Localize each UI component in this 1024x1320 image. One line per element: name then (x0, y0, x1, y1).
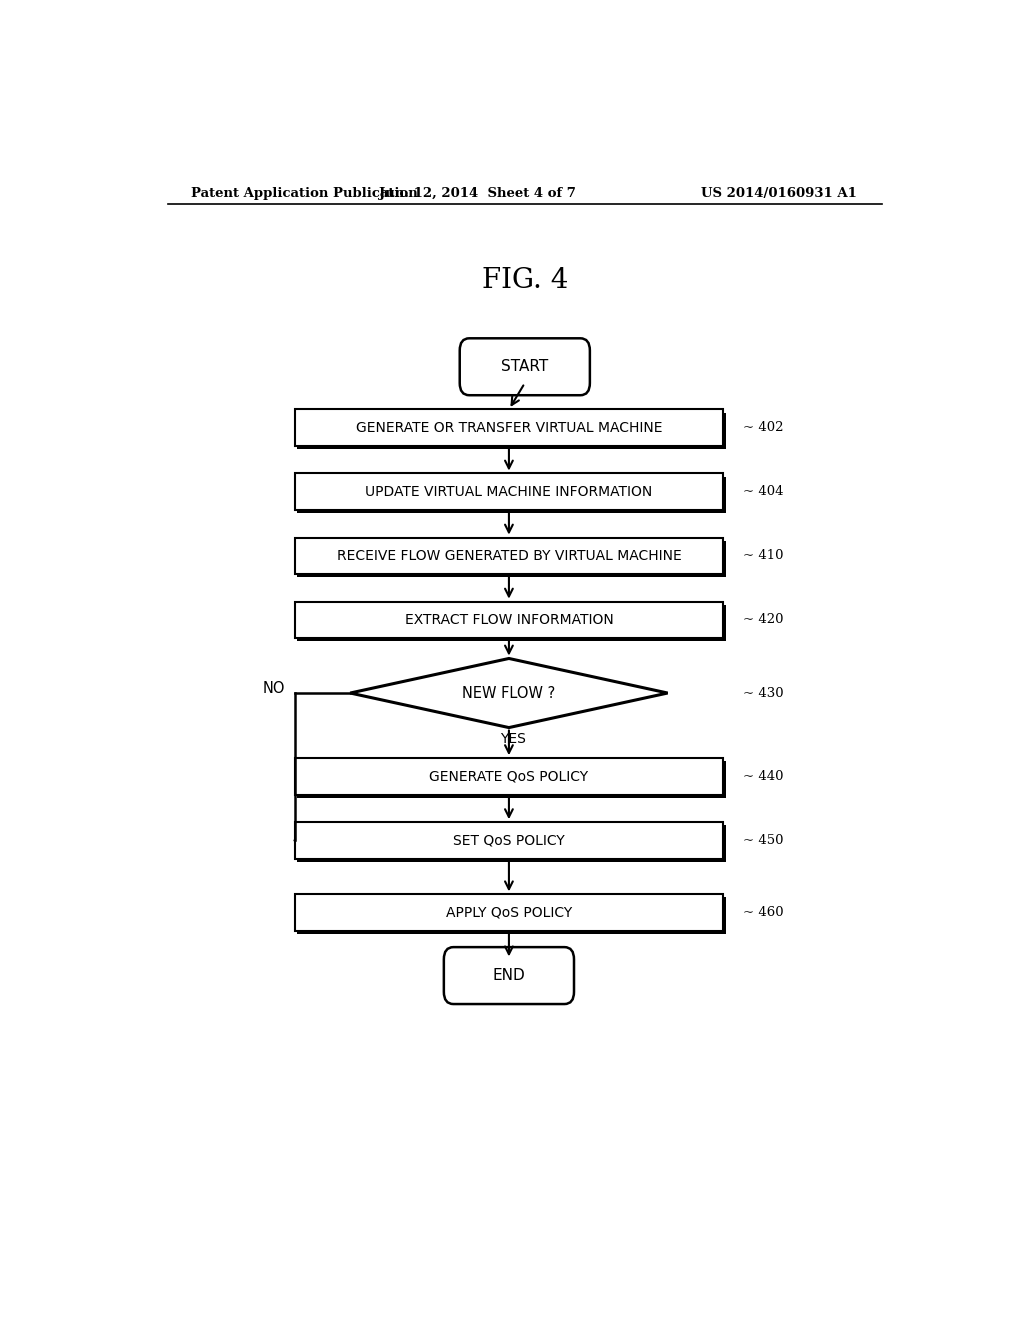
Text: GENERATE OR TRANSFER VIRTUAL MACHINE: GENERATE OR TRANSFER VIRTUAL MACHINE (355, 421, 663, 434)
Text: UPDATE VIRTUAL MACHINE INFORMATION: UPDATE VIRTUAL MACHINE INFORMATION (366, 484, 652, 499)
Bar (295, 602, 723, 638)
Text: NO: NO (262, 681, 285, 697)
Bar (297, 605, 726, 642)
Text: NEW FLOW ?: NEW FLOW ? (462, 685, 556, 701)
Text: SET QoS POLICY: SET QoS POLICY (453, 833, 565, 847)
Text: Patent Application Publication: Patent Application Publication (191, 187, 418, 201)
Text: Jun. 12, 2014  Sheet 4 of 7: Jun. 12, 2014 Sheet 4 of 7 (379, 187, 575, 201)
FancyBboxPatch shape (460, 338, 590, 395)
Bar (295, 474, 723, 510)
Polygon shape (350, 659, 668, 727)
Text: ~ 440: ~ 440 (743, 770, 783, 783)
Text: ~ 402: ~ 402 (743, 421, 783, 434)
Bar (297, 541, 726, 577)
Bar (295, 537, 723, 574)
Bar (297, 762, 726, 797)
Bar (297, 898, 726, 935)
Text: ~ 450: ~ 450 (743, 834, 783, 847)
Text: YES: YES (500, 731, 526, 746)
Text: FIG. 4: FIG. 4 (481, 267, 568, 294)
Text: ~ 460: ~ 460 (743, 906, 783, 919)
Text: US 2014/0160931 A1: US 2014/0160931 A1 (700, 187, 857, 201)
Text: START: START (501, 359, 549, 375)
Text: ~ 404: ~ 404 (743, 486, 783, 498)
Text: END: END (493, 968, 525, 983)
Bar (297, 825, 726, 862)
FancyBboxPatch shape (443, 948, 574, 1005)
Text: ~ 430: ~ 430 (743, 686, 783, 700)
Text: EXTRACT FLOW INFORMATION: EXTRACT FLOW INFORMATION (404, 612, 613, 627)
Text: RECEIVE FLOW GENERATED BY VIRTUAL MACHINE: RECEIVE FLOW GENERATED BY VIRTUAL MACHIN… (337, 549, 681, 562)
Text: GENERATE QoS POLICY: GENERATE QoS POLICY (429, 770, 589, 783)
Text: ~ 420: ~ 420 (743, 614, 783, 627)
Text: APPLY QoS POLICY: APPLY QoS POLICY (445, 906, 572, 920)
Bar (297, 477, 726, 513)
Bar (295, 409, 723, 446)
Bar (295, 894, 723, 931)
Bar (297, 412, 726, 449)
Text: ~ 410: ~ 410 (743, 549, 783, 562)
Bar (295, 822, 723, 859)
Bar (295, 758, 723, 795)
